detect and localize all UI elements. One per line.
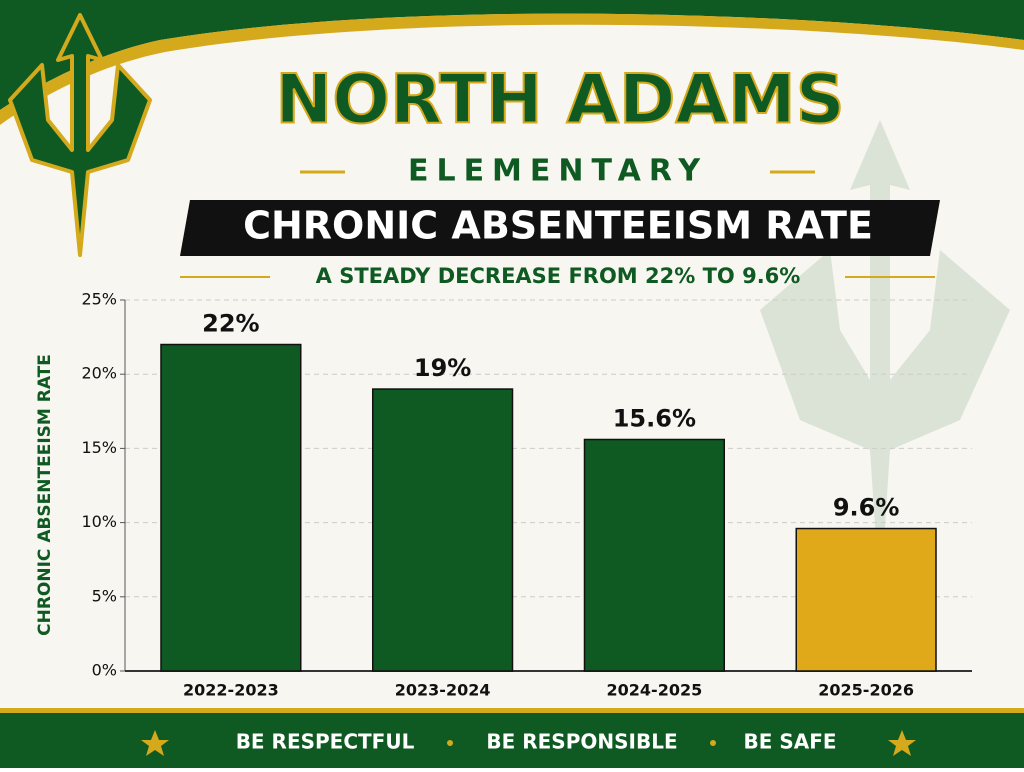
- watermark-trident: [760, 120, 1010, 600]
- chart-title: CHRONIC ABSENTEEISM RATE: [243, 204, 873, 248]
- y-axis-label: CHRONIC ABSENTEEISM RATE: [35, 354, 55, 636]
- x-tick-label: 2022-2023: [183, 681, 279, 700]
- bar: [795, 527, 937, 672]
- y-tick-label: 5%: [92, 586, 117, 605]
- bar: [583, 438, 726, 672]
- separator-dot: [710, 740, 716, 746]
- footer-item: BE RESPONSIBLE: [486, 730, 677, 754]
- separator-dot: [447, 740, 453, 746]
- y-tick-label: 0%: [92, 661, 117, 680]
- school-name: NORTH ADAMS: [275, 61, 844, 140]
- logo-trident: [8, 13, 152, 257]
- x-tick-label: 2024-2025: [607, 681, 703, 700]
- star: [141, 730, 169, 756]
- footer-item: BE SAFE: [743, 730, 836, 754]
- y-tick-label: 25%: [81, 290, 117, 309]
- star: [888, 730, 916, 756]
- footer-item: BE RESPECTFUL: [236, 730, 415, 754]
- bar: [371, 388, 514, 672]
- y-tick-label: 10%: [81, 512, 117, 531]
- footer-band: [0, 708, 1024, 768]
- title-banner: [180, 200, 940, 256]
- y-tick-label: 20%: [81, 364, 117, 383]
- y-tick-label: 15%: [81, 438, 117, 457]
- school-subtitle: ELEMENTARY: [408, 154, 708, 189]
- chart-subtitle: A STEADY DECREASE FROM 22% TO 9.6%: [316, 264, 801, 288]
- bar: [160, 343, 302, 672]
- x-tick-label: 2025-2026: [818, 681, 914, 700]
- value-label: 15.6%: [613, 404, 696, 432]
- value-label: 19%: [414, 354, 471, 382]
- footer-stripe: [0, 708, 1024, 713]
- x-tick-label: 2023-2024: [395, 681, 491, 700]
- value-label: 9.6%: [833, 494, 900, 522]
- value-label: 22%: [202, 310, 259, 338]
- header-band: [0, 0, 1024, 110]
